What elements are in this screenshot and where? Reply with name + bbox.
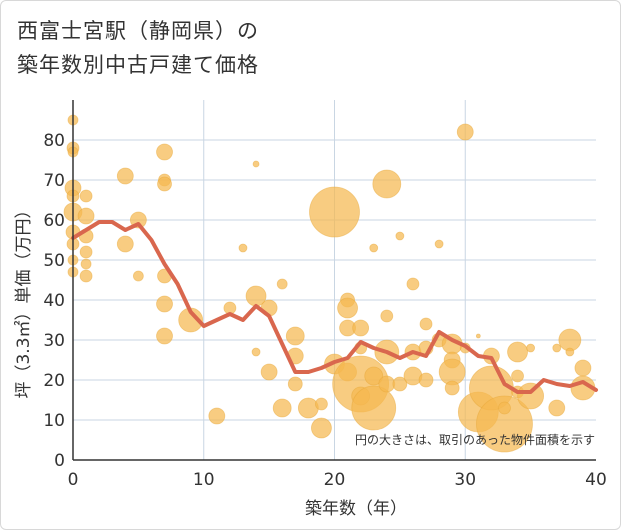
data-bubble: [156, 295, 173, 313]
x-axis-title: 築年数（年）: [305, 499, 407, 519]
data-bubble: [565, 347, 575, 357]
data-bubble: [272, 398, 292, 418]
data-bubble: [276, 278, 288, 290]
data-bubble: [80, 258, 92, 270]
bubbles: [63, 114, 596, 453]
data-bubble: [364, 366, 384, 386]
x-tick-label: 20: [324, 470, 346, 490]
data-bubble: [434, 239, 444, 249]
data-bubble: [238, 243, 248, 253]
y-tick-label: 50: [43, 251, 65, 271]
data-bubble: [337, 297, 358, 319]
data-bubble: [252, 160, 260, 168]
data-bubble: [260, 363, 278, 381]
average-price-line: [71, 220, 598, 394]
data-bubble: [392, 376, 408, 392]
data-bubble: [156, 143, 173, 161]
data-bubble: [511, 369, 524, 383]
y-tick-label: 40: [43, 291, 65, 311]
x-tick-label: 30: [454, 470, 476, 490]
x-tick-label: 10: [193, 470, 215, 490]
data-bubble: [498, 401, 511, 415]
data-bubble: [526, 343, 536, 353]
x-tick-label: 40: [585, 470, 607, 490]
data-bubble: [517, 382, 545, 410]
data-bubble: [208, 407, 226, 425]
y-tick-label: 10: [43, 411, 65, 431]
chart-title-line-2: 築年数別中古戸建て価格: [17, 53, 259, 77]
data-bubble: [574, 359, 592, 377]
data-bubble: [157, 176, 172, 192]
data-bubble: [406, 277, 420, 291]
y-tick-label: 80: [43, 131, 65, 151]
data-bubble: [285, 326, 305, 346]
data-bubble: [372, 169, 402, 199]
y-axis-title: 坪（3.3㎡）単価（万円）: [14, 201, 34, 398]
data-bubble: [251, 347, 261, 357]
chart-title-line-1: 西富士宮駅（静岡県）の: [17, 19, 259, 43]
data-bubble: [116, 167, 134, 185]
data-bubble: [352, 319, 370, 337]
data-bubble: [156, 327, 173, 345]
axes: 0 10 20 30 40 0 10 20 30 40 50 60 70 80: [43, 100, 607, 490]
data-bubble: [456, 123, 474, 141]
data-bubble: [79, 189, 93, 203]
data-bubble: [552, 343, 562, 353]
data-bubble: [418, 372, 434, 388]
data-bubble: [378, 375, 396, 393]
data-bubble: [476, 395, 533, 453]
data-bubble: [287, 376, 303, 392]
data-bubble: [116, 235, 134, 253]
data-bubble: [351, 385, 397, 431]
data-bubble: [475, 333, 481, 339]
y-tick-label: 30: [43, 331, 65, 351]
data-bubble: [369, 243, 379, 253]
trend-line: [71, 220, 598, 394]
data-bubble: [507, 341, 528, 363]
chart-title: 西富士宮駅（静岡県）の 築年数別中古戸建て価格: [17, 14, 259, 82]
data-bubble: [79, 245, 93, 259]
data-bubble: [444, 380, 460, 396]
data-bubble: [311, 417, 332, 439]
bubble-size-note: 円の大きさは、取引のあった物件面積を示す: [355, 432, 595, 447]
data-bubble: [315, 397, 328, 411]
data-bubble: [132, 270, 144, 282]
data-bubble: [79, 269, 93, 283]
y-tick-label: 0: [54, 451, 65, 471]
data-bubble: [77, 207, 95, 225]
data-bubble: [548, 399, 566, 417]
data-bubble: [309, 186, 360, 238]
data-bubble: [419, 317, 433, 331]
data-bubble: [297, 397, 319, 419]
data-bubble: [395, 231, 405, 241]
y-tick-label: 70: [43, 171, 65, 191]
data-bubble: [380, 309, 394, 323]
y-tick-label: 60: [43, 211, 65, 231]
y-tick-label: 20: [43, 371, 65, 391]
x-tick-label: 0: [68, 470, 79, 490]
